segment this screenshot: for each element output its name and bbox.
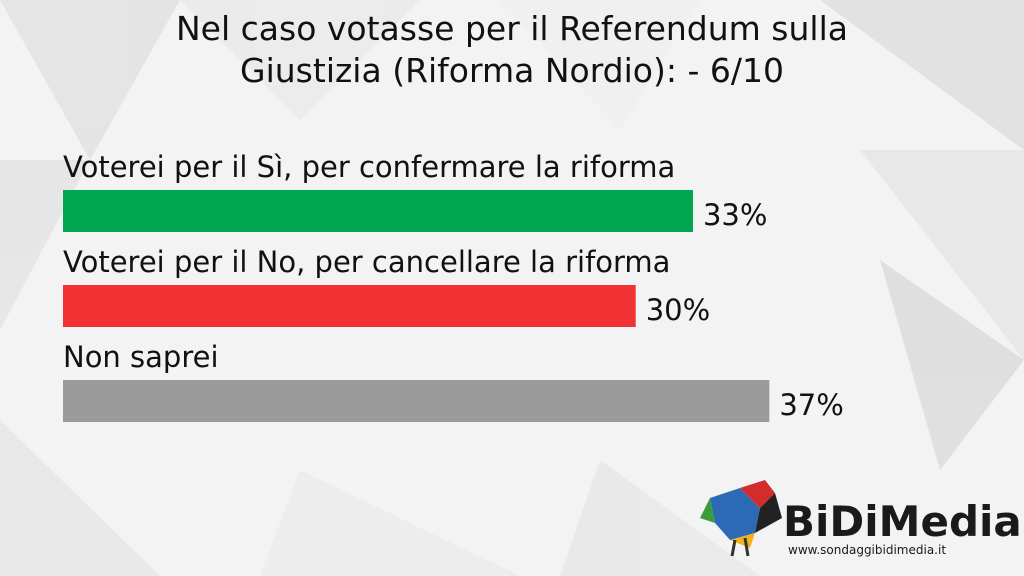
- value-label: 30%: [646, 293, 710, 327]
- bar: [63, 190, 693, 232]
- title-box: Nel caso votasse per il Referendum sulla…: [176, 9, 848, 90]
- category-label: Non saprei: [63, 340, 219, 374]
- value-label: 37%: [779, 388, 843, 422]
- logo-url: www.sondaggibidimedia.it: [788, 543, 946, 557]
- category-label: Voterei per il Sì, per confermare la rif…: [63, 150, 675, 184]
- category-label: Voterei per il No, per cancellare la rif…: [63, 245, 670, 279]
- plot: Voterei per il Sì, per confermare la rif…: [63, 150, 844, 422]
- bar: [63, 380, 770, 422]
- chart-title: Nel caso votasse per il Referendum sulla…: [176, 9, 848, 90]
- value-label: 33%: [703, 198, 767, 232]
- bar: [63, 285, 636, 327]
- logo-name: BiDiMedia: [783, 497, 1022, 546]
- logo: BiDiMedia www.sondaggibidimedia.it: [700, 480, 1022, 557]
